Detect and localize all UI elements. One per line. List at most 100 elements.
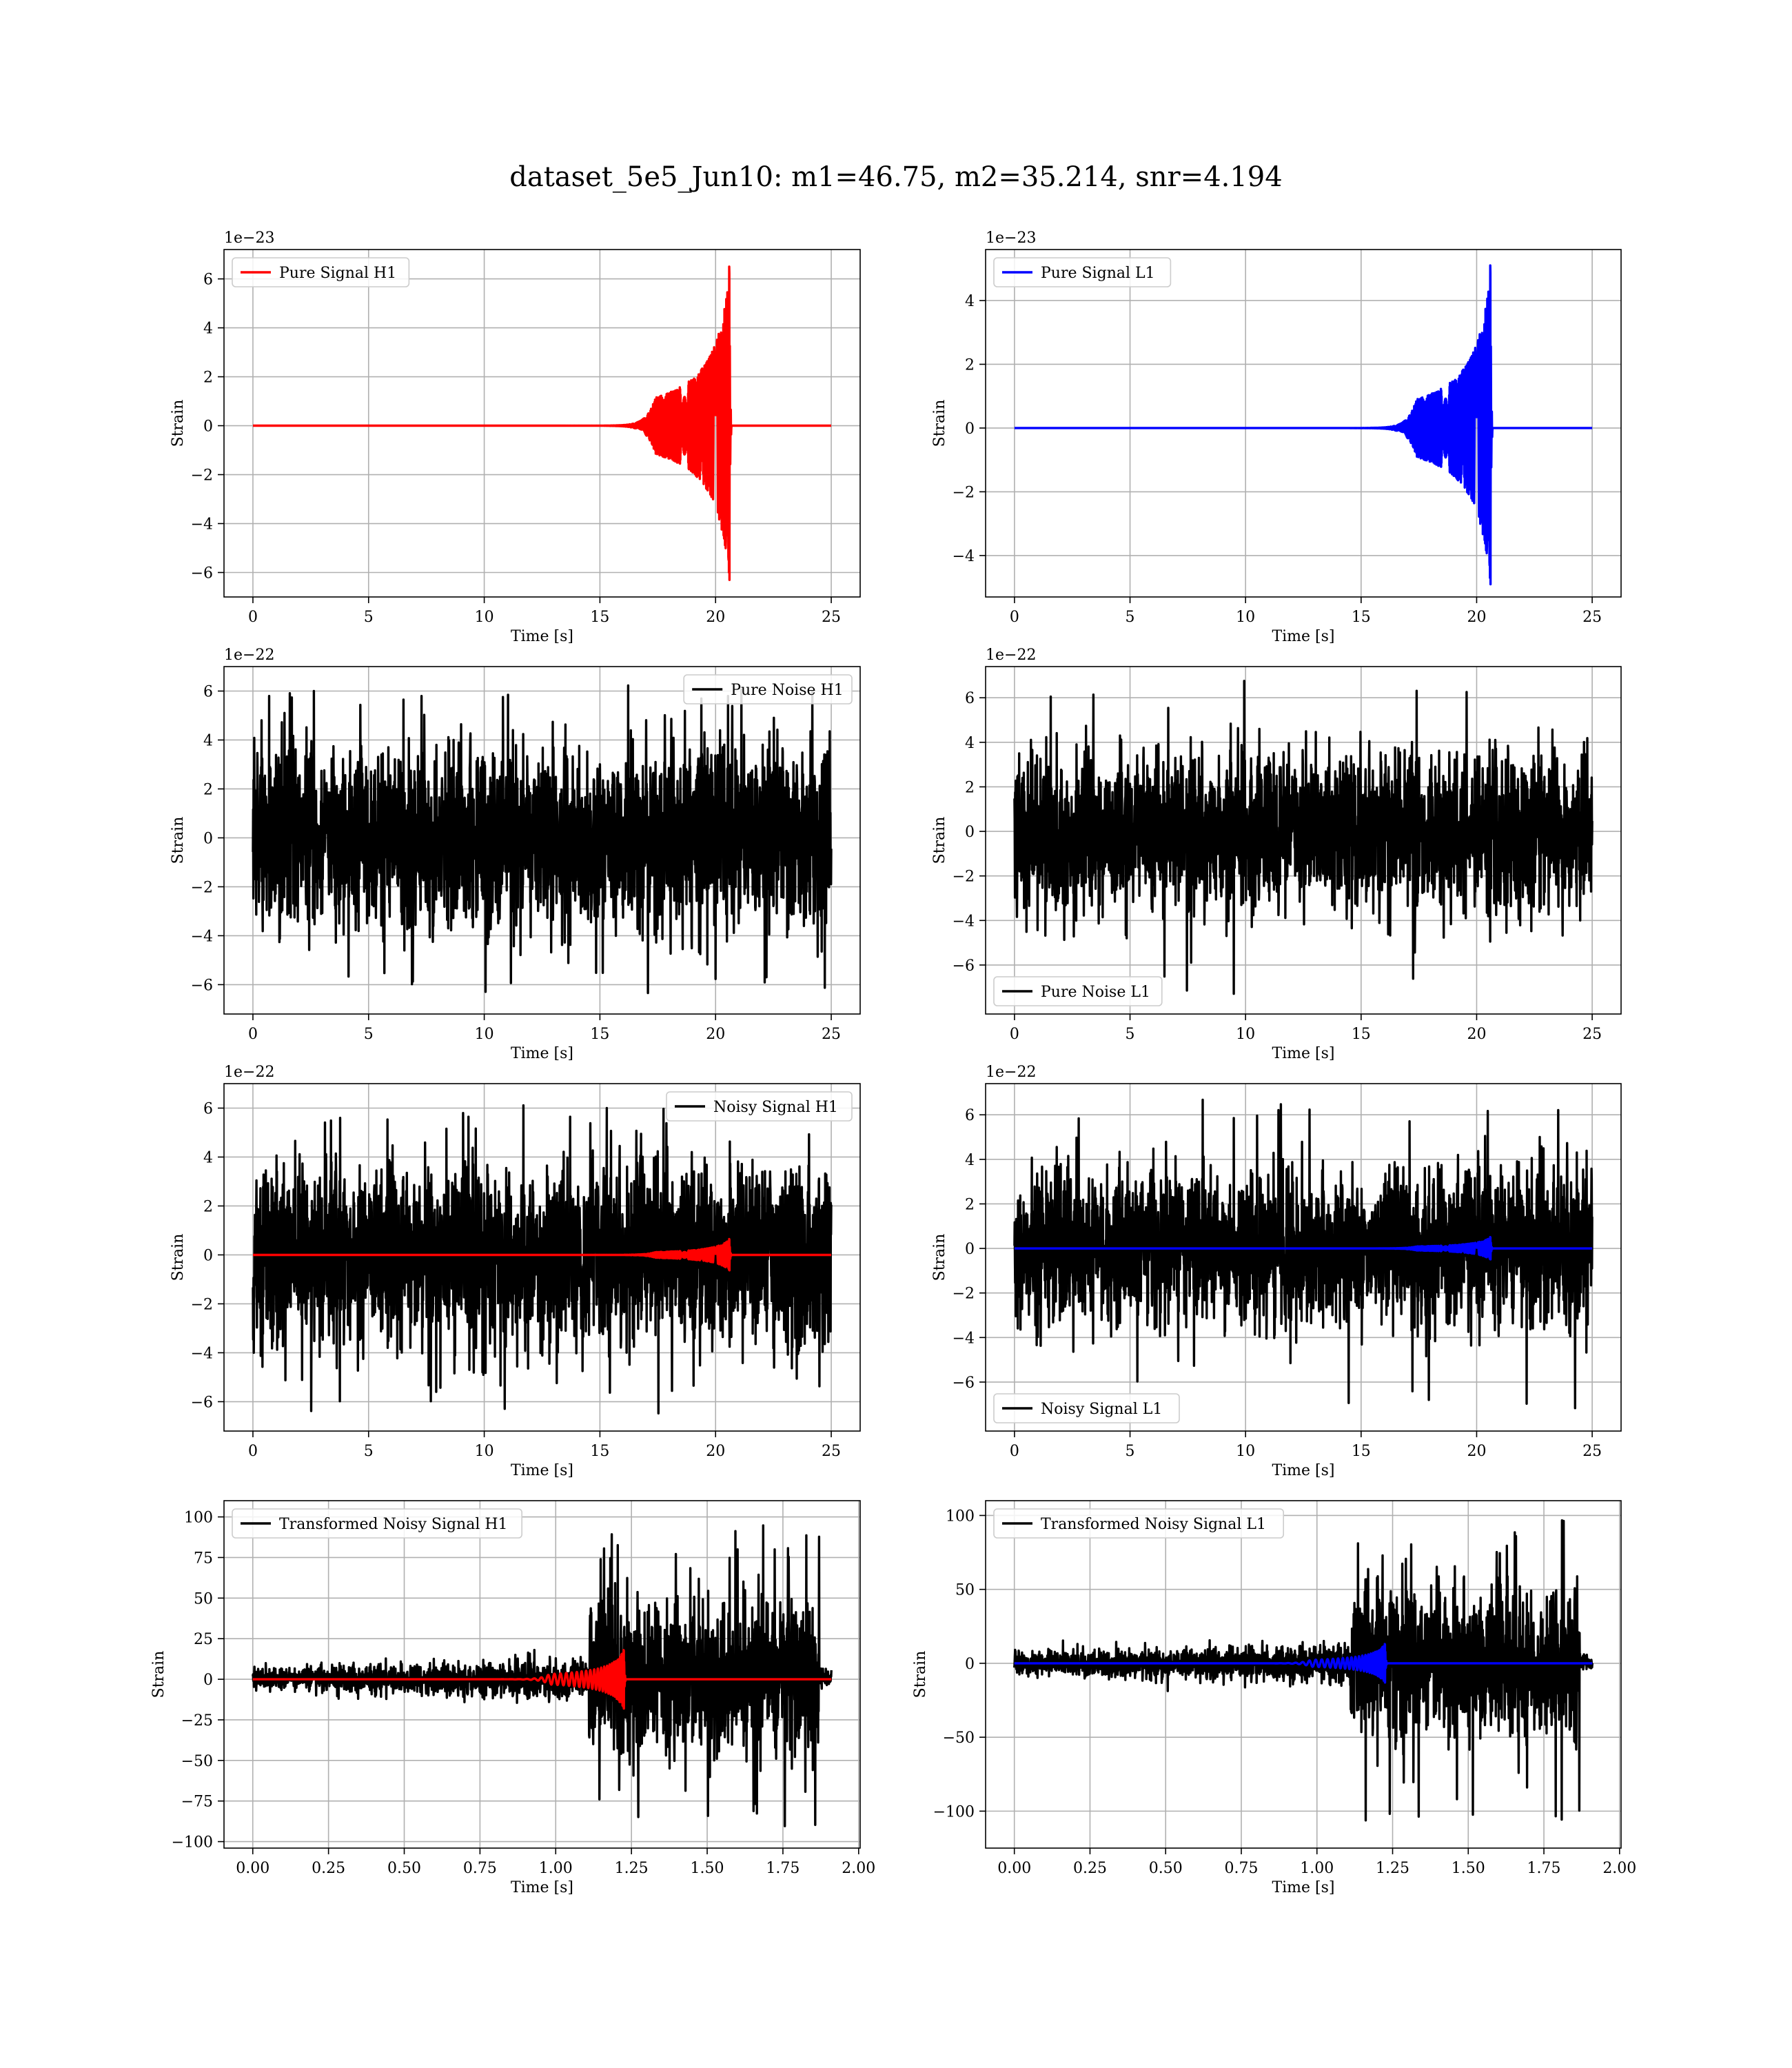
y-axis-label: Strain [912, 1651, 929, 1699]
x-tick-label: 10 [1236, 1443, 1255, 1460]
legend-box [993, 1508, 1285, 1539]
subplot-7: 0.00 0.25 0.50 0.75 1.00 1.25 1.50 1.75 2.00 −100… [150, 1500, 875, 1896]
x-tick-label: 1.25 [615, 1860, 649, 1877]
offset-text: 1e−22 [224, 1064, 274, 1081]
y-tick-label: 2 [203, 1198, 213, 1215]
x-tick-label: 25 [1582, 609, 1602, 626]
offset-text: 1e−22 [986, 647, 1036, 664]
x-tick-label: 1.75 [766, 1860, 800, 1877]
subplot-6: 0 5 10 15 20 25 −6 −4 −2 0 2 4 6 1e−22 Time [s] Strain N… [931, 1064, 1622, 1479]
x-axis-label: Time [s] [1272, 1462, 1334, 1479]
legend-box [232, 1508, 523, 1539]
y-tick-label: −4 [953, 1330, 975, 1347]
y-tick-label: −100 [933, 1803, 975, 1821]
x-tick-label: 15 [590, 609, 609, 626]
y-tick-label: 0 [203, 830, 213, 847]
x-tick-label: 20 [706, 609, 725, 626]
legend: Pure Noise L1 [993, 976, 1163, 1006]
x-tick-label: 5 [364, 609, 374, 626]
x-tick-label: 5 [364, 1026, 374, 1043]
x-tick-label: 10 [475, 1443, 494, 1460]
series-line-1 [1013, 264, 1594, 586]
y-tick-label: 0 [203, 1672, 213, 1689]
x-tick-label: 0.00 [236, 1860, 269, 1877]
x-axis-label: Time [s] [1272, 628, 1334, 645]
legend-label: Noisy Signal H1 [713, 1099, 838, 1116]
x-axis-label: Time [s] [511, 628, 573, 645]
x-tick-label: 20 [706, 1026, 725, 1043]
plot-area [1013, 1519, 1594, 1822]
y-tick-label: −6 [191, 565, 213, 582]
x-tick-label: 0.00 [997, 1860, 1031, 1877]
y-tick-label: −2 [191, 879, 213, 896]
y-tick-label: 4 [203, 321, 213, 338]
x-tick-label: 0.75 [463, 1860, 497, 1877]
y-tick-label: 6 [203, 272, 213, 289]
y-tick-label: 2 [203, 369, 213, 387]
subplot-8: 0.00 0.25 0.50 0.75 1.00 1.25 1.50 1.75 2.00 −100… [912, 1500, 1636, 1896]
series-line-2 [252, 1649, 833, 1710]
y-tick-label: −4 [191, 1345, 213, 1362]
x-tick-label: 20 [1467, 609, 1486, 626]
x-tick-label: 20 [1467, 1443, 1486, 1460]
y-axis-label: Strain [931, 817, 948, 864]
x-tick-label: 1.50 [691, 1860, 724, 1877]
series-line-1 [1013, 680, 1594, 995]
plot-area [252, 1524, 833, 1827]
x-tick-label: 0.75 [1225, 1860, 1259, 1877]
x-tick-label: 15 [1352, 1443, 1371, 1460]
plot-area [1013, 680, 1594, 995]
y-axis-label: Strain [170, 817, 187, 864]
y-tick-label: −2 [953, 1286, 975, 1303]
legend-box [683, 674, 853, 704]
y-tick-label: −2 [191, 1296, 213, 1313]
x-tick-label: 0.25 [312, 1860, 345, 1877]
y-tick-label: 6 [203, 1100, 213, 1117]
y-axis-label: Strain [150, 1651, 167, 1699]
plot-area [1013, 1098, 1594, 1410]
x-tick-label: 1.25 [1376, 1860, 1409, 1877]
series-line-2 [252, 1237, 833, 1272]
legend-box [666, 1091, 853, 1122]
x-tick-label: 10 [475, 1026, 494, 1043]
y-tick-label: −100 [172, 1834, 213, 1852]
x-tick-label: 0 [248, 609, 258, 626]
x-tick-label: 0.50 [387, 1860, 421, 1877]
legend-label: Pure Noise L1 [1041, 984, 1150, 1001]
y-tick-label: −6 [953, 1375, 975, 1392]
x-tick-label: 25 [1582, 1026, 1602, 1043]
x-tick-label: 25 [822, 609, 841, 626]
legend-box [993, 976, 1163, 1006]
y-tick-label: 0 [965, 1656, 975, 1673]
legend-box [232, 257, 410, 287]
y-tick-label: −2 [191, 467, 213, 485]
x-tick-label: 25 [1582, 1443, 1602, 1460]
y-tick-label: 0 [965, 420, 975, 438]
y-axis-label: Strain [170, 400, 187, 447]
y-tick-label: 4 [965, 735, 975, 752]
y-tick-label: −6 [953, 957, 975, 975]
offset-text: 1e−22 [224, 647, 274, 664]
x-tick-label: 15 [1352, 609, 1371, 626]
legend-label: Pure Signal L1 [1041, 265, 1155, 282]
axes-frame [223, 1083, 861, 1432]
offset-text: 1e−23 [986, 230, 1036, 247]
y-tick-label: 75 [194, 1550, 213, 1567]
y-tick-label: 6 [965, 1107, 975, 1124]
y-tick-label: 6 [965, 690, 975, 707]
y-tick-label: 0 [965, 824, 975, 841]
offset-text: 1e−23 [224, 230, 274, 247]
y-tick-label: −75 [181, 1794, 213, 1811]
x-tick-label: 25 [822, 1443, 841, 1460]
x-tick-label: 0 [248, 1443, 258, 1460]
y-tick-label: 2 [203, 781, 213, 798]
y-tick-label: 0 [203, 1247, 213, 1264]
x-tick-label: 2.00 [842, 1860, 875, 1877]
axes-frame [985, 666, 1622, 1015]
x-tick-label: 15 [590, 1026, 609, 1043]
y-tick-label: −2 [953, 484, 975, 501]
subplot-4: 0 5 10 15 20 25 −6 −4 −2 0 2 4 6 1e−22 Time [s] Strain P… [931, 647, 1622, 1062]
